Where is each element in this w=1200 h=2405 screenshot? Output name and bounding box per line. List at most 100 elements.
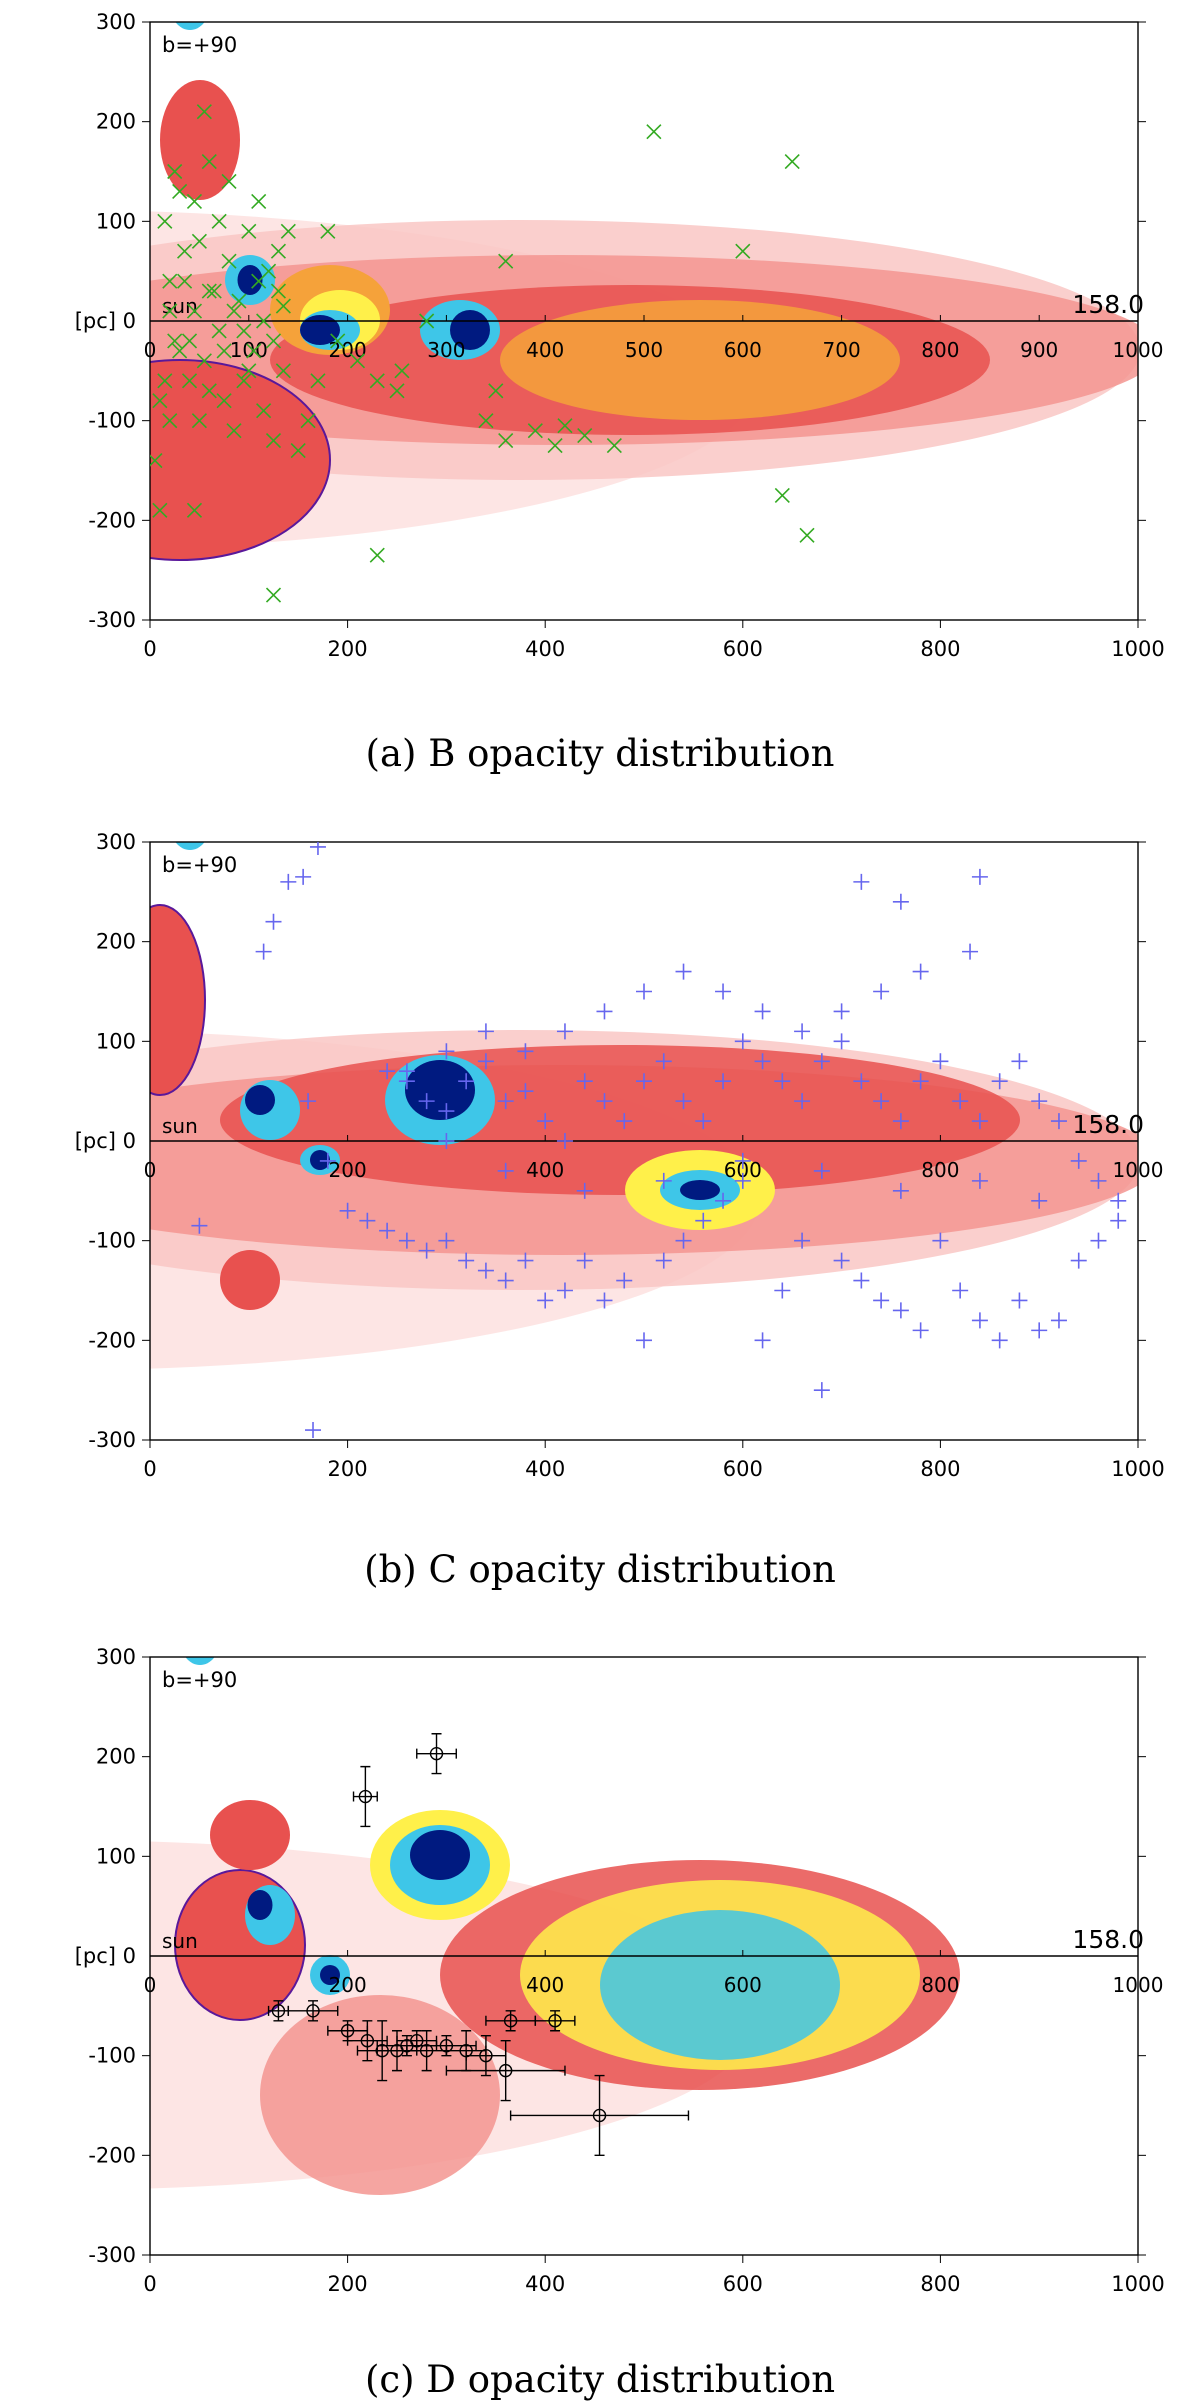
sun-axis-tick-label: 400	[526, 1158, 564, 1182]
data-point	[912, 1073, 929, 1090]
data-points	[191, 842, 1127, 1439]
data-point	[1050, 1113, 1067, 1130]
data-point	[794, 1232, 811, 1249]
data-point	[236, 373, 252, 389]
data-point	[784, 153, 800, 170]
sun-axis-tick-label: 800	[921, 1158, 959, 1182]
data-point	[833, 1003, 850, 1020]
data-point	[157, 373, 173, 389]
data-point	[196, 353, 212, 369]
data-point	[503, 2014, 518, 2028]
data-point	[636, 1332, 652, 1349]
data-points	[267, 1733, 690, 2157]
data-point	[991, 1073, 1008, 1090]
data-point	[754, 1332, 771, 1349]
heatmap-blob	[150, 359, 331, 561]
data-point	[418, 1242, 435, 1259]
data-point	[1050, 1312, 1067, 1329]
data-point	[556, 1023, 573, 1040]
y-tick-label: -300	[88, 2243, 136, 2267]
data-point	[576, 1073, 593, 1090]
data-point	[735, 243, 751, 259]
data-point	[265, 333, 282, 349]
latitude-label: b=+90	[162, 853, 237, 877]
y-tick-label: -200	[88, 508, 136, 532]
data-point	[265, 587, 282, 603]
data-point	[813, 1382, 830, 1399]
y-unit-label: [pc] 0	[75, 1944, 136, 1968]
data-point	[477, 1053, 494, 1070]
latitude-label: b=+90	[162, 1668, 237, 1692]
heatmap-blob	[185, 1657, 215, 1665]
data-point	[873, 1093, 890, 1110]
sun-axis-tick-label: 200	[329, 1158, 367, 1182]
data-point	[231, 293, 247, 309]
data-point	[320, 223, 336, 239]
y-tick-label: 300	[96, 1645, 136, 1669]
data-point	[517, 1043, 534, 1060]
data-point	[265, 433, 282, 449]
data-point	[290, 443, 306, 459]
data-point	[477, 1023, 494, 1040]
data-point	[172, 183, 188, 199]
data-point	[167, 333, 183, 349]
data-point	[616, 1272, 633, 1289]
data-point	[962, 943, 979, 960]
data-point	[478, 413, 494, 429]
data-point	[226, 423, 242, 439]
data-point	[177, 243, 193, 259]
data-point-errorbar	[352, 1765, 378, 1828]
data-point	[1011, 1053, 1028, 1070]
data-point	[280, 873, 297, 890]
data-point	[319, 1152, 336, 1169]
data-point	[517, 1083, 534, 1100]
data-points	[150, 104, 815, 603]
data-point	[152, 502, 168, 518]
data-point	[181, 373, 198, 389]
data-point	[547, 438, 563, 454]
x-tick-label: 0	[143, 637, 156, 661]
data-point	[438, 1103, 455, 1120]
data-point	[527, 423, 543, 439]
data-point	[1070, 1252, 1087, 1269]
data-point	[596, 1093, 613, 1110]
data-point	[379, 1063, 396, 1080]
data-point	[754, 1003, 771, 1020]
data-point	[556, 1282, 573, 1299]
data-point	[873, 983, 890, 1000]
y-tick-label: -200	[88, 2143, 136, 2167]
data-point	[498, 2063, 513, 2078]
data-point	[794, 1023, 811, 1040]
x-tick-label: 800	[920, 1457, 960, 1481]
data-point	[349, 353, 366, 369]
latitude-label: b=+90	[162, 33, 237, 57]
data-point	[497, 1162, 514, 1179]
data-point	[216, 393, 232, 409]
data-point	[734, 1152, 751, 1169]
x-tick-label: 0	[143, 1457, 156, 1481]
data-point	[774, 1282, 791, 1299]
heatmap-blob	[320, 1965, 340, 1985]
data-point	[794, 1093, 811, 1110]
data-point	[300, 413, 316, 429]
sun-axis-tick-label: 600	[724, 1973, 762, 1997]
data-point	[389, 383, 405, 399]
sun-axis-tick-label: 1000	[1113, 1158, 1164, 1182]
heatmap-blob	[180, 820, 200, 838]
data-point	[157, 213, 173, 229]
y-tick-label: 200	[96, 1745, 136, 1769]
y-tick-label: 300	[96, 10, 136, 34]
data-point	[537, 1292, 554, 1309]
data-point	[695, 1212, 712, 1229]
data-point	[833, 1033, 850, 1050]
data-point	[548, 2014, 562, 2028]
data-point	[186, 502, 203, 518]
data-point	[971, 1172, 988, 1189]
data-point	[206, 283, 222, 299]
data-point	[695, 1113, 712, 1130]
data-point	[655, 1252, 672, 1269]
sun-axis-tick-label: 500	[625, 338, 663, 362]
data-point-errorbar	[534, 2010, 576, 2032]
data-point	[251, 193, 267, 209]
data-point	[265, 913, 282, 930]
